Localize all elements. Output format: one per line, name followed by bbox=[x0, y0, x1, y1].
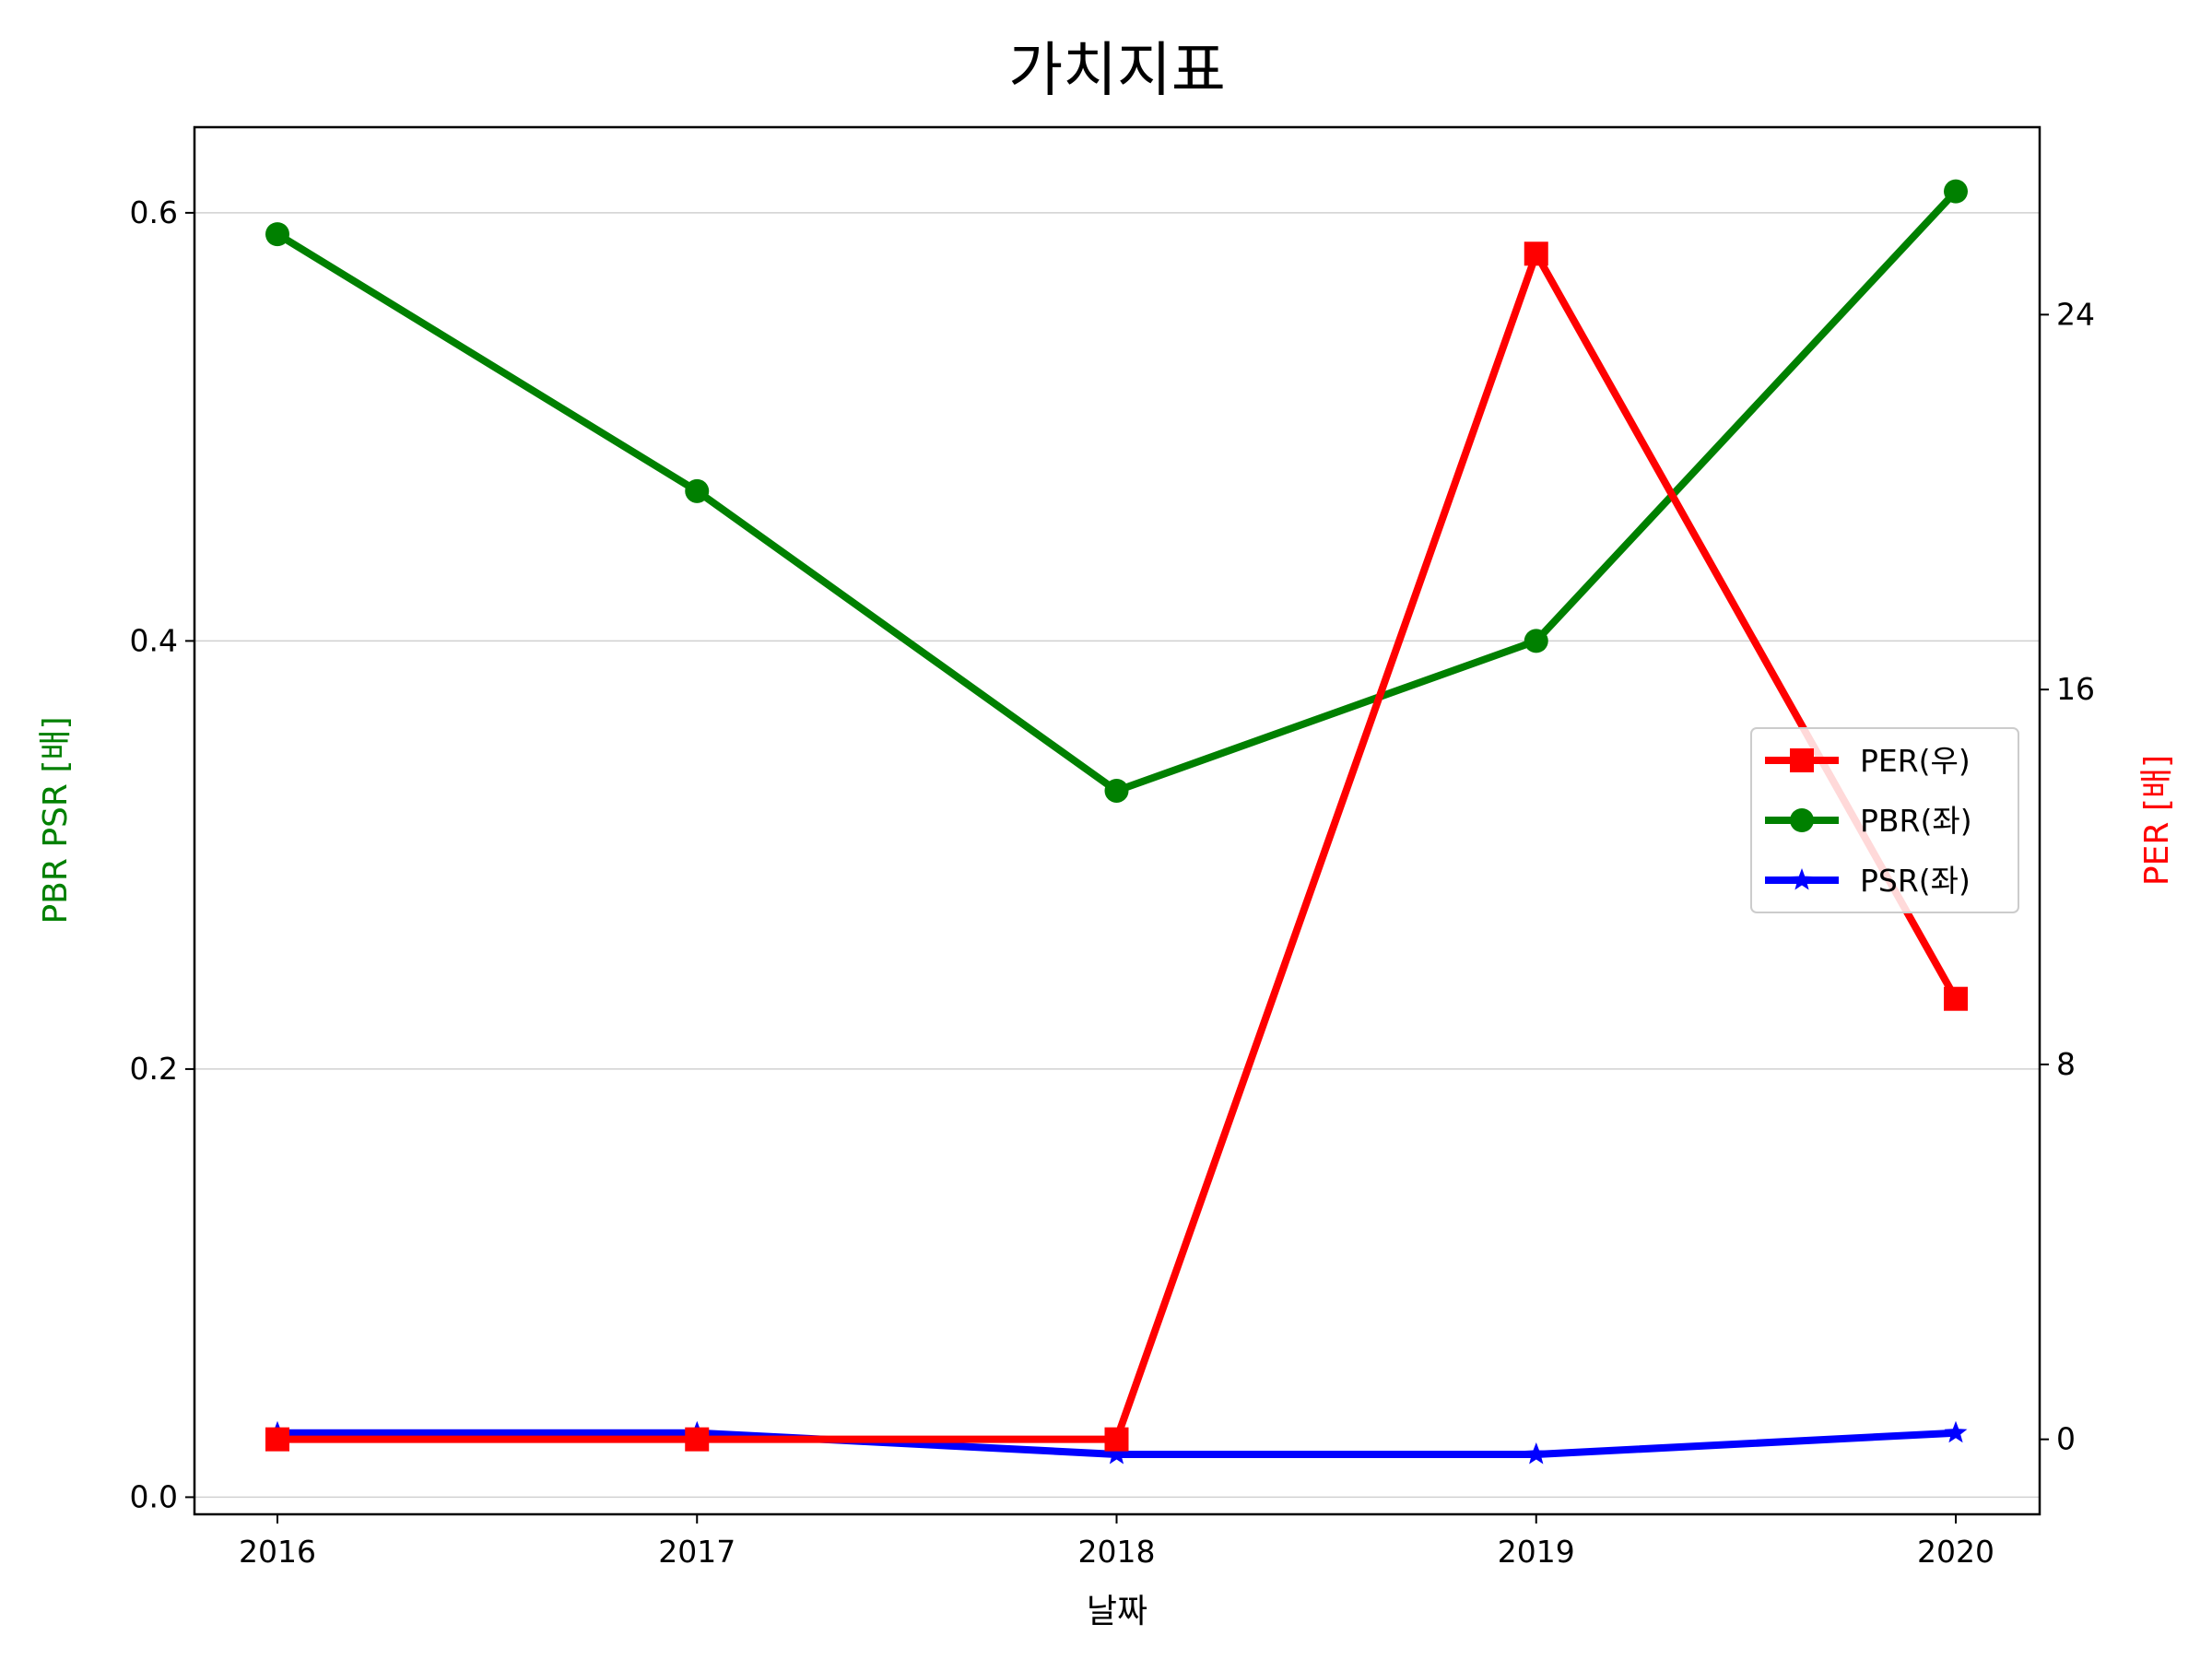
data-point bbox=[1944, 179, 1968, 204]
series-PER(우) bbox=[265, 241, 1968, 1452]
right-y-axis-label: PER [배] bbox=[2138, 755, 2176, 886]
legend-marker bbox=[1790, 808, 1814, 832]
axis-ticks: 0.0 0.2 0.4 0.6 0 8 16 24 2016 2017 2018 2019 2020 bbox=[130, 194, 2095, 1570]
data-point bbox=[1104, 778, 1129, 803]
data-point bbox=[685, 1427, 710, 1452]
data-point bbox=[265, 222, 289, 247]
legend-label: PBR(좌) bbox=[1860, 803, 1972, 839]
data-point bbox=[1944, 1420, 1968, 1443]
right-tick-label: 0 bbox=[2056, 1421, 2076, 1457]
x-tick-label: 2018 bbox=[1078, 1534, 1156, 1570]
legend: PER(우) PBR(좌) PSR(좌) bbox=[1750, 727, 2019, 913]
data-point bbox=[265, 1427, 289, 1452]
legend-marker bbox=[1790, 868, 1814, 890]
legend-item: PBR(좌) bbox=[1765, 803, 1972, 839]
data-point bbox=[1104, 1427, 1129, 1452]
series-PBR(좌) bbox=[265, 179, 1968, 803]
legend-label: PSR(좌) bbox=[1860, 863, 1971, 899]
left-tick-label: 0.6 bbox=[130, 194, 178, 230]
x-tick-label: 2020 bbox=[1917, 1534, 1994, 1570]
legend-label: PER(우) bbox=[1860, 743, 1971, 779]
x-tick-label: 2016 bbox=[239, 1534, 316, 1570]
chart-title: 가치지표 bbox=[1008, 37, 1226, 105]
left-tick-label: 0.2 bbox=[130, 1051, 178, 1087]
data-point bbox=[685, 478, 710, 503]
grid-lines bbox=[194, 212, 2040, 1499]
data-point bbox=[1105, 1442, 1128, 1465]
right-tick-label: 24 bbox=[2056, 296, 2095, 332]
left-tick-label: 0.0 bbox=[130, 1478, 178, 1514]
legend-item: PER(우) bbox=[1765, 743, 1971, 779]
data-point bbox=[1524, 241, 1548, 266]
right-tick-label: 8 bbox=[2056, 1046, 2076, 1082]
x-tick-label: 2017 bbox=[658, 1534, 735, 1570]
data-point bbox=[1944, 986, 1968, 1011]
x-tick-label: 2019 bbox=[1498, 1534, 1575, 1570]
left-y-axis-label: PBR PSR [배] bbox=[37, 716, 75, 924]
data-point bbox=[1524, 629, 1548, 653]
x-axis-label: 날짜 bbox=[1087, 1593, 1147, 1630]
legend-box bbox=[1750, 727, 2019, 913]
legend-item: PSR(좌) bbox=[1765, 863, 1971, 899]
left-tick-label: 0.4 bbox=[130, 622, 178, 658]
series-layer bbox=[265, 179, 1968, 1465]
data-point bbox=[1524, 1442, 1548, 1465]
legend-marker bbox=[1790, 748, 1814, 772]
right-tick-label: 16 bbox=[2056, 671, 2095, 707]
